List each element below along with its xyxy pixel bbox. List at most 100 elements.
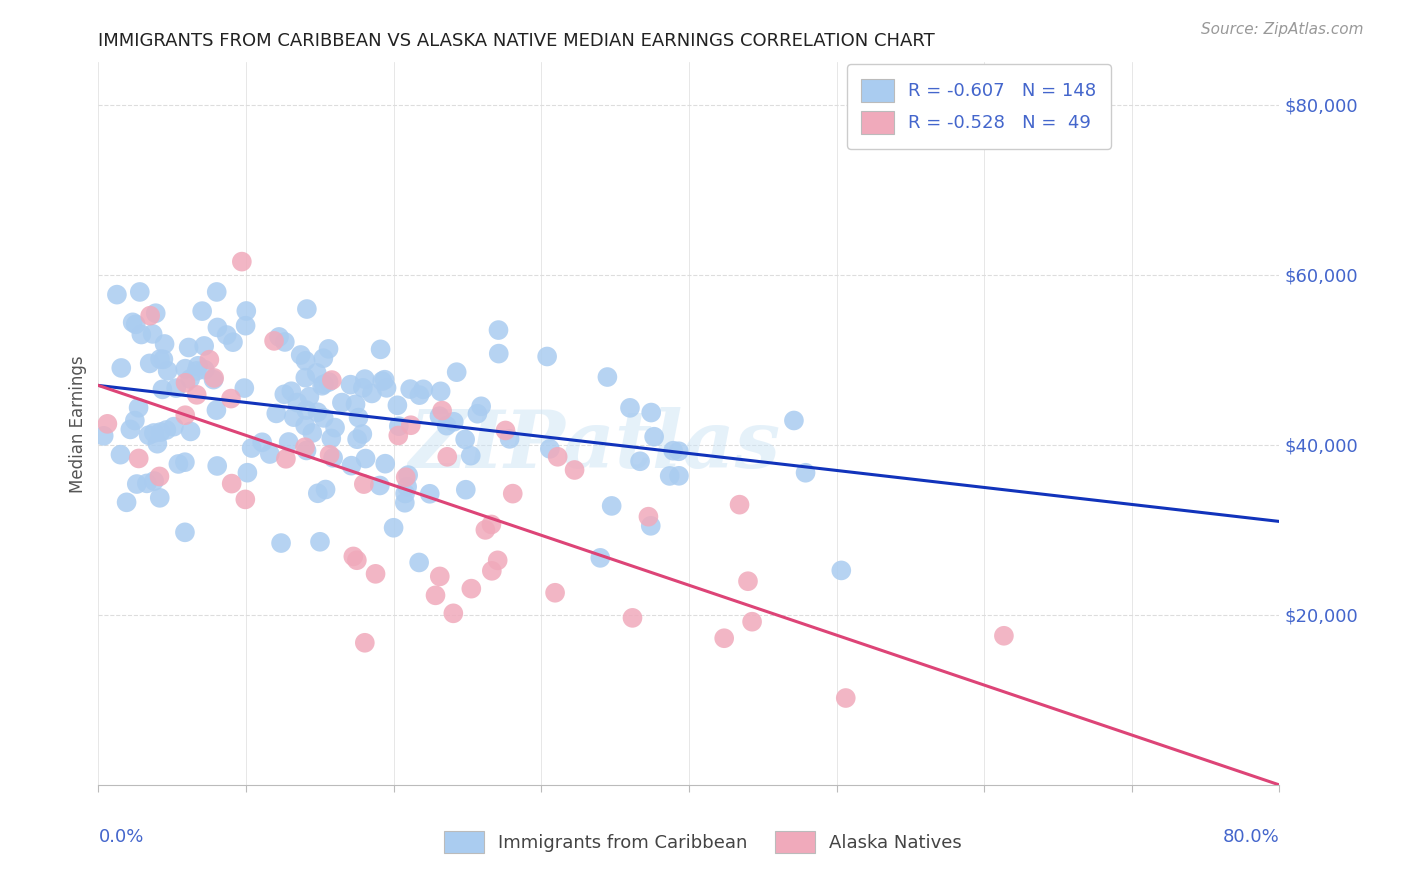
Point xyxy=(219,392,242,406)
Point xyxy=(174,525,197,540)
Point xyxy=(364,566,387,581)
Y-axis label: Median Earnings: Median Earnings xyxy=(69,355,87,492)
Point xyxy=(375,381,398,395)
Point xyxy=(110,448,132,462)
Point xyxy=(321,431,343,445)
Point xyxy=(446,365,468,379)
Point xyxy=(115,495,138,509)
Point xyxy=(536,350,558,364)
Point xyxy=(148,469,170,483)
Point xyxy=(270,536,292,550)
Point xyxy=(441,607,464,621)
Point xyxy=(174,455,197,469)
Point xyxy=(105,287,128,301)
Point xyxy=(352,381,374,395)
Point xyxy=(387,428,409,442)
Point xyxy=(153,337,176,351)
Point xyxy=(643,430,665,444)
Point xyxy=(621,611,644,625)
Point xyxy=(207,320,229,334)
Point xyxy=(495,424,517,438)
Point xyxy=(124,413,146,427)
Point xyxy=(131,327,153,342)
Point xyxy=(467,407,489,421)
Point xyxy=(429,409,451,424)
Point xyxy=(274,334,297,349)
Point xyxy=(145,306,167,320)
Point xyxy=(128,285,150,299)
Point xyxy=(283,410,305,425)
Point xyxy=(668,468,690,483)
Point xyxy=(429,384,451,399)
Point xyxy=(430,403,453,417)
Point xyxy=(412,382,434,396)
Point xyxy=(125,318,148,332)
Point xyxy=(741,615,763,629)
Point xyxy=(315,483,337,497)
Point xyxy=(156,364,179,378)
Point xyxy=(186,364,208,378)
Point xyxy=(198,352,221,367)
Point xyxy=(368,478,391,492)
Point xyxy=(371,374,394,388)
Point xyxy=(174,408,197,422)
Point xyxy=(179,372,201,386)
Point xyxy=(353,477,375,491)
Point xyxy=(640,518,662,533)
Point xyxy=(311,378,333,392)
Point xyxy=(312,410,335,425)
Point xyxy=(312,377,335,392)
Point xyxy=(443,415,465,429)
Point xyxy=(250,435,273,450)
Point xyxy=(285,395,308,409)
Point xyxy=(139,309,162,323)
Point xyxy=(163,419,186,434)
Point xyxy=(354,451,377,466)
Point xyxy=(498,432,520,446)
Point xyxy=(318,448,340,462)
Point xyxy=(205,403,228,417)
Point xyxy=(481,564,503,578)
Point xyxy=(564,463,586,477)
Point xyxy=(425,588,447,602)
Point xyxy=(408,556,430,570)
Point xyxy=(167,457,190,471)
Point xyxy=(143,474,166,488)
Point xyxy=(486,553,509,567)
Point xyxy=(174,361,197,376)
Point xyxy=(454,433,477,447)
Point xyxy=(346,432,368,446)
Legend: R = -0.607   N = 148, R = -0.528   N =  49: R = -0.607 N = 148, R = -0.528 N = 49 xyxy=(846,64,1111,149)
Point xyxy=(298,390,321,404)
Point xyxy=(295,443,318,458)
Point xyxy=(429,569,451,583)
Point xyxy=(165,381,187,395)
Point xyxy=(146,436,169,450)
Point xyxy=(149,491,172,505)
Point xyxy=(155,423,177,437)
Point xyxy=(835,691,858,706)
Point xyxy=(993,629,1015,643)
Point xyxy=(330,395,353,409)
Point xyxy=(202,373,225,387)
Point xyxy=(640,405,662,419)
Point xyxy=(307,486,329,500)
Point xyxy=(205,458,228,473)
Point xyxy=(394,486,416,500)
Point xyxy=(794,466,817,480)
Point xyxy=(110,361,132,376)
Point xyxy=(600,499,623,513)
Point xyxy=(382,521,405,535)
Point xyxy=(93,429,115,443)
Point xyxy=(309,534,332,549)
Point xyxy=(388,419,411,434)
Point xyxy=(149,352,172,367)
Point xyxy=(783,413,806,427)
Point xyxy=(222,335,245,350)
Point xyxy=(186,388,208,402)
Point xyxy=(294,353,316,368)
Point xyxy=(193,339,215,353)
Point xyxy=(637,509,659,524)
Point xyxy=(233,381,256,395)
Point xyxy=(194,362,217,376)
